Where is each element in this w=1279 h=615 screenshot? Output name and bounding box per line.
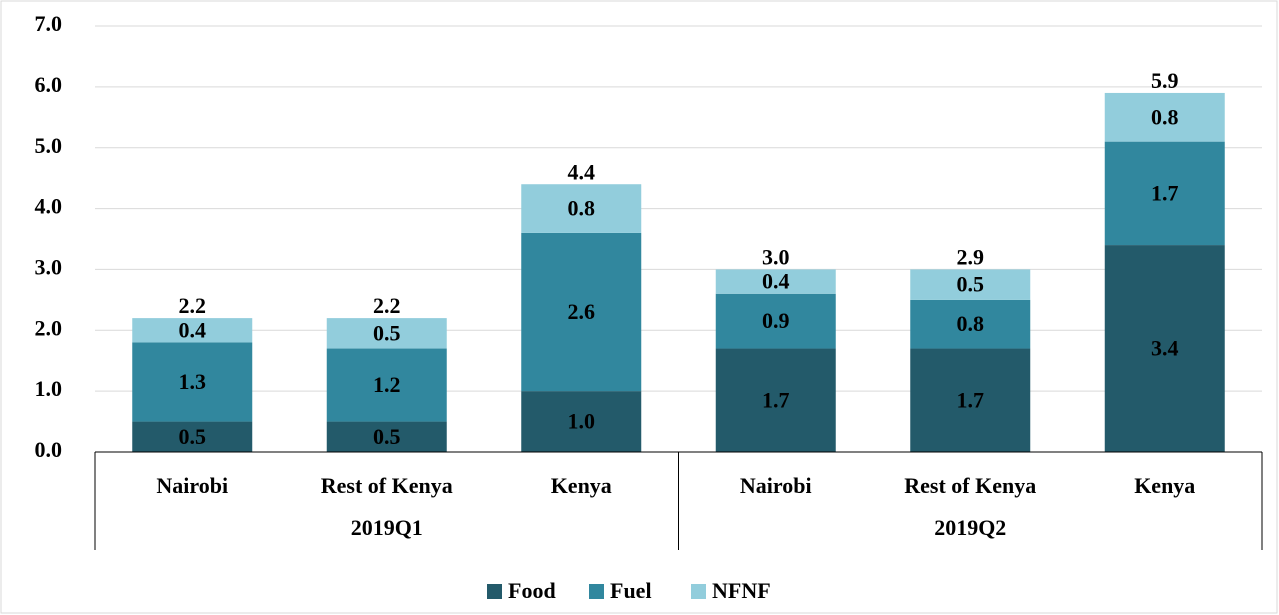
legend-swatch bbox=[589, 584, 604, 599]
data-label: 1.3 bbox=[179, 369, 207, 394]
bar-segment bbox=[326, 318, 447, 349]
legend-label: Food bbox=[508, 578, 556, 603]
bar-segment bbox=[910, 348, 1031, 452]
data-label: 0.8 bbox=[1151, 104, 1179, 129]
bar-segment bbox=[715, 293, 836, 349]
bar-segment bbox=[910, 269, 1031, 300]
x-tick-label: Kenya bbox=[551, 473, 612, 498]
group-label: 2019Q1 bbox=[351, 515, 423, 540]
data-label: 1.2 bbox=[373, 372, 401, 397]
data-label: 1.7 bbox=[762, 387, 790, 412]
group-label: 2019Q2 bbox=[934, 515, 1006, 540]
bar-segment bbox=[1104, 245, 1225, 452]
data-label: 0.5 bbox=[373, 424, 401, 449]
y-tick-label: 7.0 bbox=[35, 11, 63, 36]
y-tick-label: 2.0 bbox=[35, 315, 63, 340]
data-label: 1.0 bbox=[568, 409, 596, 434]
bar-segment bbox=[521, 232, 642, 392]
data-label: 1.7 bbox=[957, 387, 985, 412]
y-tick-label: 6.0 bbox=[35, 72, 63, 97]
legend-swatch bbox=[487, 584, 502, 599]
x-tick-label: Nairobi bbox=[156, 473, 228, 498]
bar-segment bbox=[1104, 92, 1225, 142]
x-tick-label: Rest of Kenya bbox=[904, 473, 1036, 498]
data-label: 0.8 bbox=[957, 311, 985, 336]
bar-segment bbox=[326, 348, 447, 422]
bar-segment bbox=[132, 318, 253, 343]
legend-label: NFNF bbox=[712, 578, 771, 603]
bar-segment bbox=[132, 342, 253, 422]
bar-segment bbox=[715, 269, 836, 294]
legend-label: Fuel bbox=[610, 578, 652, 603]
x-tick-label: Rest of Kenya bbox=[321, 473, 453, 498]
data-label: 0.4 bbox=[762, 269, 790, 294]
y-tick-label: 1.0 bbox=[35, 376, 63, 401]
total-label: 2.2 bbox=[373, 293, 401, 318]
data-label: 2.6 bbox=[568, 299, 596, 324]
data-label: 0.5 bbox=[957, 272, 985, 297]
x-tick-label: Nairobi bbox=[740, 473, 812, 498]
total-label: 5.9 bbox=[1151, 68, 1179, 93]
data-label: 1.7 bbox=[1151, 180, 1179, 205]
y-tick-label: 0.0 bbox=[35, 437, 63, 462]
data-label: 0.4 bbox=[179, 317, 207, 342]
bar-segment bbox=[910, 299, 1031, 349]
bar-segment bbox=[521, 184, 642, 233]
data-label: 3.4 bbox=[1151, 336, 1179, 361]
bar-segment bbox=[326, 421, 447, 452]
y-tick-label: 4.0 bbox=[35, 194, 63, 219]
data-label: 0.5 bbox=[179, 424, 207, 449]
bar-segment bbox=[132, 421, 253, 452]
total-label: 2.2 bbox=[179, 293, 207, 318]
total-label: 2.9 bbox=[957, 244, 985, 269]
data-label: 0.8 bbox=[568, 196, 596, 221]
y-tick-label: 5.0 bbox=[35, 133, 63, 158]
y-tick-label: 3.0 bbox=[35, 254, 63, 279]
bar-segment bbox=[715, 348, 836, 452]
data-label: 0.9 bbox=[762, 308, 790, 333]
total-label: 4.4 bbox=[568, 159, 596, 184]
data-label: 0.5 bbox=[373, 320, 401, 345]
bar-segment bbox=[521, 391, 642, 452]
legend-swatch bbox=[691, 584, 706, 599]
x-tick-label: Kenya bbox=[1134, 473, 1195, 498]
bar-segment bbox=[1104, 141, 1225, 246]
total-label: 3.0 bbox=[762, 244, 790, 269]
